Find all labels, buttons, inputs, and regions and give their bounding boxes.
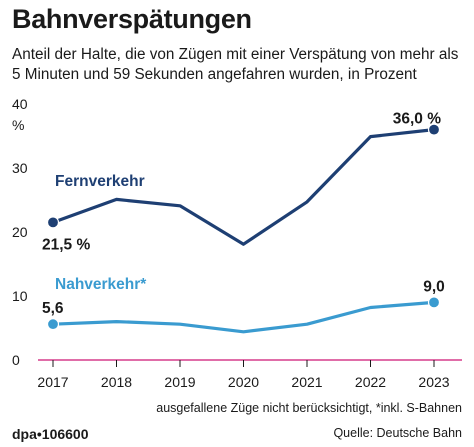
y-tick-label: 40: [12, 96, 28, 112]
data-label: 5,6: [42, 300, 64, 317]
x-tick-label: 2022: [355, 374, 386, 390]
series-line-1: [51, 300, 436, 334]
x-tick-label: 2020: [228, 374, 259, 390]
chart-title: Bahnverspätungen: [12, 4, 252, 34]
series-name-label: Fernverkehr: [55, 173, 145, 190]
footnote: ausgefallene Züge nicht berücksichtigt, …: [156, 401, 462, 415]
dpa-logo: dpa•106600: [12, 426, 89, 442]
y-tick-label: 0: [12, 352, 20, 368]
series-line-0: [51, 128, 436, 246]
x-tick-label: 2021: [291, 374, 322, 390]
source-credit: Quelle: Deutsche Bahn: [333, 426, 462, 440]
x-tick-label: 2023: [418, 374, 449, 390]
y-tick-label: 10: [12, 288, 28, 304]
series-point-0: [427, 123, 441, 136]
series-point-0: [46, 216, 60, 229]
series-name-label: Nahverkehr*: [55, 276, 147, 293]
y-tick-label: 20: [12, 224, 28, 240]
data-label: 9,0: [423, 278, 445, 295]
data-label: 36,0 %: [393, 111, 441, 128]
x-tick-label: 2018: [101, 374, 132, 390]
series-point-1: [46, 318, 60, 331]
y-tick-label: 30: [12, 160, 28, 176]
series-point-1: [427, 296, 441, 309]
data-label: 21,5 %: [42, 236, 90, 253]
chart-subtitle: Anteil der Halte, die von Zügen mit eine…: [12, 46, 459, 83]
y-unit-label: %: [12, 117, 24, 133]
x-tick-label: 2017: [37, 374, 68, 390]
x-tick-label: 2019: [164, 374, 195, 390]
